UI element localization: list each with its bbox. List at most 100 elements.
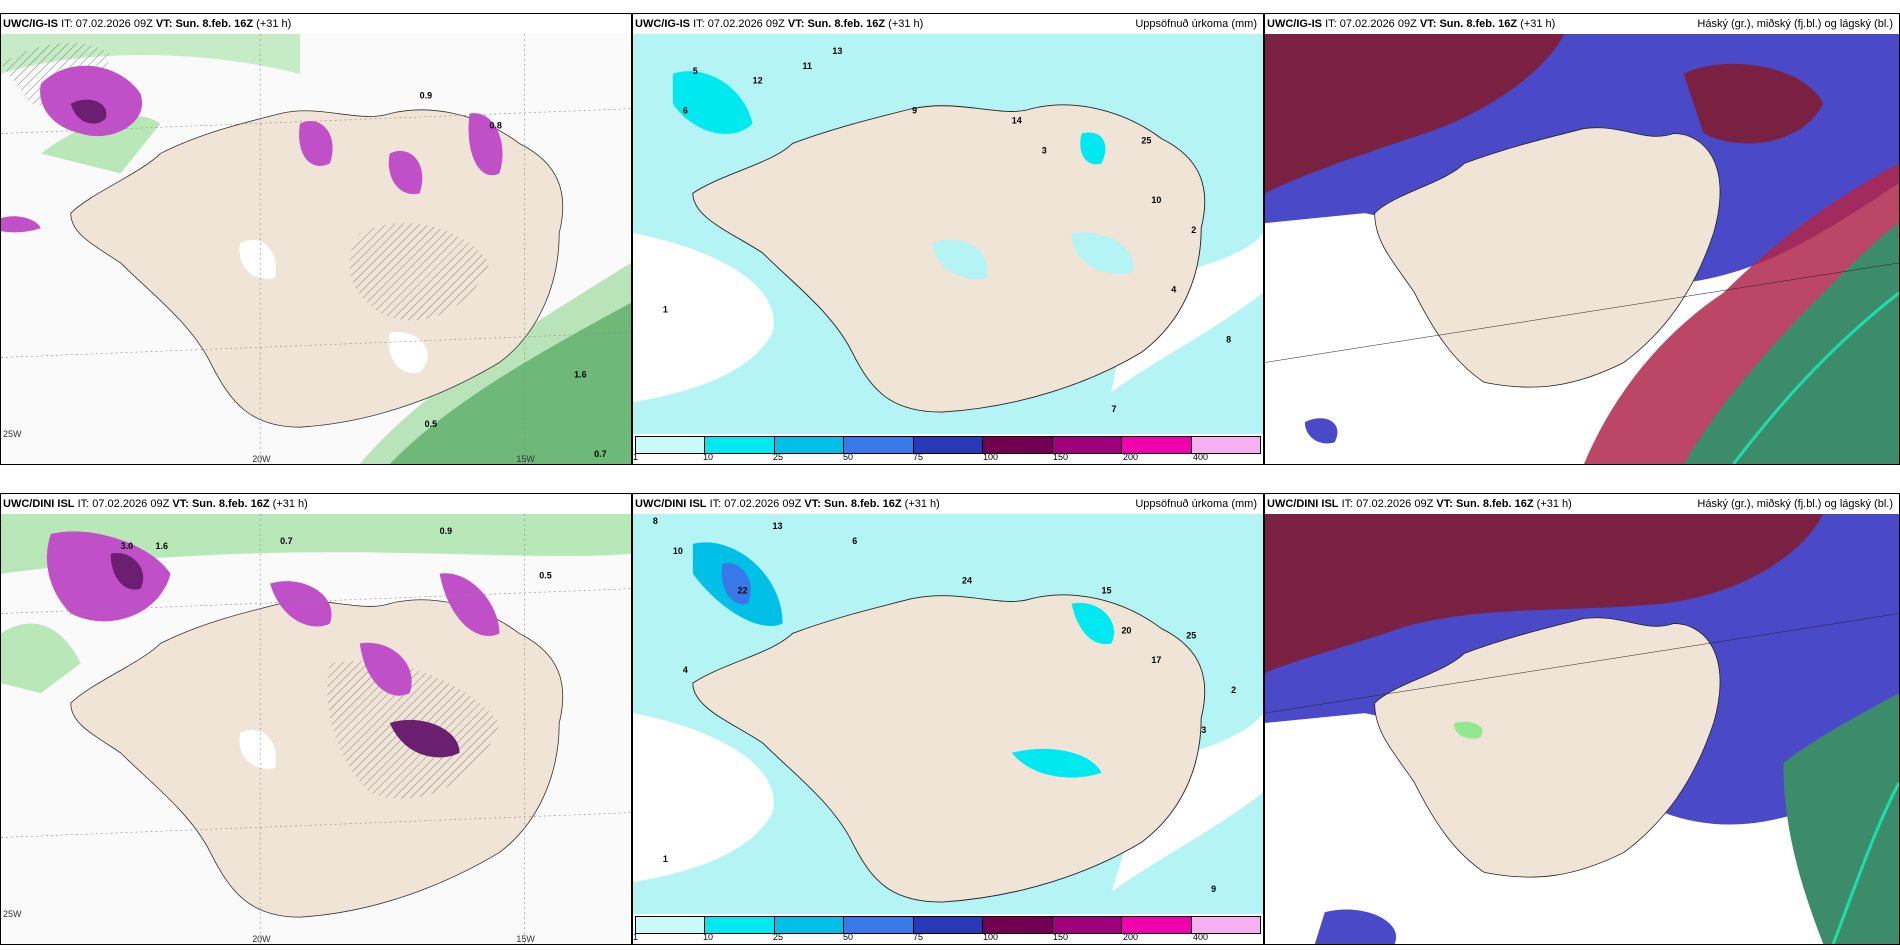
colorbar-cell [1052, 917, 1123, 933]
value-label: 15 [1102, 586, 1112, 596]
value-label: 0.9 [440, 526, 452, 536]
colorbar-cell [636, 917, 706, 933]
value-label: 0.8 [489, 121, 501, 131]
value-label: 0.9 [420, 91, 432, 101]
colorbar-cell [913, 437, 984, 453]
colorbar-label: 50 [843, 452, 854, 462]
value-label: 10 [673, 546, 683, 556]
value-label: 11 [802, 61, 811, 71]
lon-tick: 20W [252, 454, 271, 464]
panel-header: UWC/IG-IS IT: 07.02.2026 09Z VT: Sun. 8.… [1265, 14, 1899, 34]
colorbar-label: 25 [773, 452, 784, 462]
value-label: 9 [912, 106, 917, 116]
value-label: 2 [1191, 225, 1196, 235]
colorbar-cell [1191, 917, 1260, 933]
value-label: 0.5 [425, 419, 437, 429]
value-label: 3 [1042, 145, 1047, 155]
value-label: 4 [683, 665, 688, 675]
colorbar-label: 1 [633, 452, 639, 462]
panel-header: UWC/DINI ISL IT: 07.02.2026 09Z VT: Sun.… [1, 494, 631, 514]
value-label: 25 [1141, 135, 1151, 145]
colorbar-label: 10 [703, 932, 714, 942]
precip-map: 8 10 13 22 24 15 20 17 25 4 3 2 1 9 6 [633, 514, 1263, 914]
panel-precip-dini: UWC/DINI ISL IT: 07.02.2026 09Z VT: Sun.… [632, 493, 1264, 945]
colorbar-cell [983, 437, 1053, 453]
lon-tick: 15W [516, 454, 535, 464]
value-label: 22 [738, 586, 748, 596]
wind-precip-map: 0.9 0.5 0.7 1.6 0.8 20W 15W 25W [1, 34, 631, 464]
value-label: 5 [693, 66, 698, 76]
panel-header: UWC/DINI ISL IT: 07.02.2026 09Z VT: Sun.… [633, 494, 1263, 514]
colorbar-label: 10 [703, 452, 714, 462]
colorbar-cell [636, 437, 706, 453]
value-label: 0.7 [594, 449, 606, 459]
colorbar-cell [705, 437, 775, 453]
panel-precip-igis: UWC/IG-IS IT: 07.02.2026 09Z VT: Sun. 8.… [632, 13, 1264, 465]
colorbar-cell [705, 917, 775, 933]
colorbar-cell [1122, 437, 1192, 453]
colorbar-label: 50 [843, 932, 854, 942]
value-label: 10 [1151, 195, 1161, 205]
lat-tick: 25W [3, 429, 22, 439]
value-label: 9 [1211, 884, 1216, 894]
value-label: 3.0 [121, 541, 133, 551]
colorbar-cell [844, 437, 914, 453]
lon-tick: 20W [252, 934, 271, 944]
value-label: 2 [1231, 685, 1236, 695]
value-label: 1.6 [574, 369, 586, 379]
precip-map: 5 6 12 11 13 9 14 25 2 3 4 8 10 1 7 [633, 34, 1263, 434]
value-label: 6 [683, 106, 688, 116]
colorbar-label: 100 [983, 932, 999, 942]
colorbar: 1 10 25 50 75 100 150 200 400 [633, 914, 1263, 944]
value-label: 8 [653, 516, 658, 526]
value-label: 1 [663, 854, 668, 864]
colorbar-label: 100 [983, 452, 999, 462]
colorbar-cell [1122, 917, 1192, 933]
value-label: 1 [663, 305, 668, 315]
value-label: 20 [1121, 625, 1131, 635]
lon-tick: 15W [516, 934, 535, 944]
panel-clouds-dini: UWC/DINI ISL IT: 07.02.2026 09Z VT: Sun.… [1264, 493, 1900, 945]
colorbar-cell [844, 917, 914, 933]
value-label: 3 [1201, 725, 1206, 735]
value-label: 13 [773, 521, 783, 531]
colorbar-label: 200 [1123, 452, 1139, 462]
panel-header: UWC/IG-IS IT: 07.02.2026 09Z VT: Sun. 8.… [1, 14, 631, 34]
colorbar-cell [774, 437, 845, 453]
colorbar-label: 400 [1193, 452, 1209, 462]
panel-header: UWC/DINI ISL IT: 07.02.2026 09Z VT: Sun.… [1265, 494, 1899, 514]
cloud-map [1265, 514, 1899, 944]
colorbar-label: 1 [633, 932, 639, 942]
value-label: 25 [1186, 630, 1196, 640]
colorbar-label: 200 [1123, 932, 1139, 942]
lat-tick: 25W [3, 909, 22, 919]
value-label: 17 [1151, 655, 1161, 665]
colorbar: 1 10 25 50 75 100 150 200 400 [633, 434, 1263, 464]
value-label: 8 [1226, 334, 1231, 344]
value-label: 7 [1111, 404, 1116, 414]
colorbar-label: 25 [773, 932, 784, 942]
value-label: 0.7 [280, 536, 292, 546]
value-label: 13 [832, 46, 842, 56]
panel-clouds-igis: UWC/IG-IS IT: 07.02.2026 09Z VT: Sun. 8.… [1264, 13, 1900, 465]
colorbar-label: 150 [1053, 452, 1069, 462]
colorbar-label: 75 [913, 452, 924, 462]
value-label: 24 [962, 576, 972, 586]
cloud-map [1265, 34, 1899, 464]
colorbar-label: 150 [1053, 932, 1069, 942]
value-label: 0.5 [539, 571, 551, 581]
value-label: 12 [753, 76, 763, 86]
colorbar-cell [774, 917, 845, 933]
colorbar-cell [983, 917, 1053, 933]
value-label: 1.6 [156, 541, 168, 551]
panel-wind-dini: UWC/DINI ISL IT: 07.02.2026 09Z VT: Sun.… [0, 493, 632, 945]
panel-header: UWC/IG-IS IT: 07.02.2026 09Z VT: Sun. 8.… [633, 14, 1263, 34]
colorbar-label: 400 [1193, 932, 1209, 942]
colorbar-cell [1191, 437, 1260, 453]
wind-precip-map: 0.9 0.5 3.0 1.6 0.7 20W 15W 25W [1, 514, 631, 944]
value-label: 6 [852, 536, 857, 546]
colorbar-label: 75 [913, 932, 924, 942]
value-label: 14 [1012, 116, 1022, 126]
value-label: 4 [1171, 285, 1176, 295]
colorbar-cell [1052, 437, 1123, 453]
